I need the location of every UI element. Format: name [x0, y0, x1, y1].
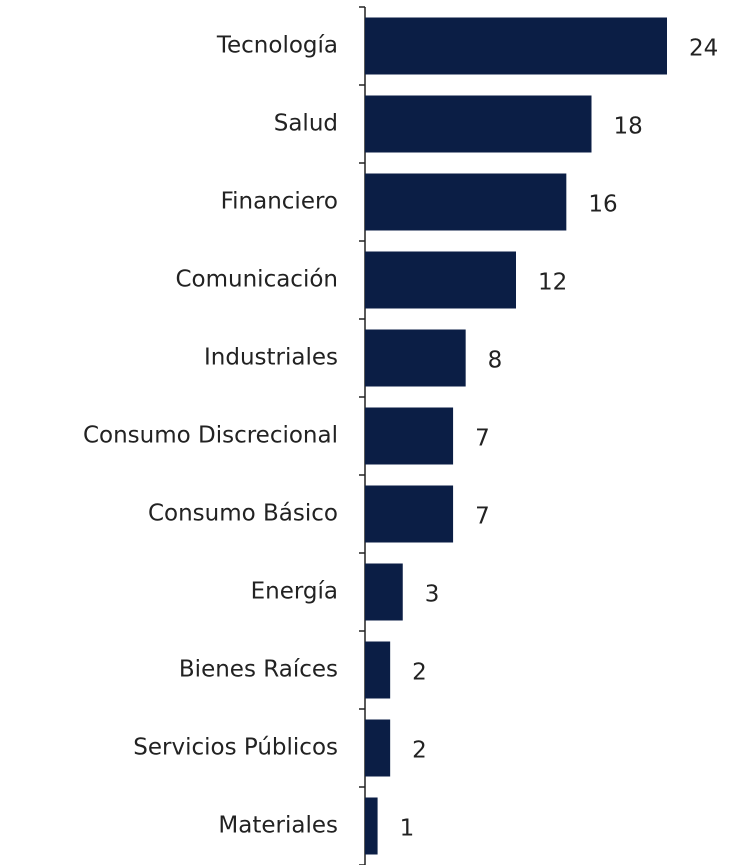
y-tick-label: Financiero [221, 189, 338, 215]
y-tick-label: Energía [251, 579, 338, 605]
y-tick-label: Consumo Discrecional [83, 423, 338, 449]
value-label: 2 [412, 660, 427, 686]
bar [365, 641, 391, 699]
y-tick-label: Materiales [218, 813, 338, 839]
y-tick-label: Salud [274, 111, 338, 137]
bar [365, 17, 667, 75]
bar [365, 251, 516, 309]
y-tick-label: Tecnología [216, 33, 338, 59]
value-label: 3 [425, 582, 440, 608]
bar [365, 563, 403, 621]
y-tick-label: Consumo Básico [148, 501, 338, 527]
bar [365, 485, 454, 543]
value-label: 2 [412, 738, 427, 764]
bar [365, 797, 378, 855]
bar [365, 173, 567, 231]
bar [365, 329, 466, 387]
value-label: 24 [689, 36, 718, 62]
y-tick-label: Comunicación [175, 267, 338, 293]
y-tick-label: Bienes Raíces [179, 657, 338, 683]
value-label: 16 [588, 192, 617, 218]
bar [365, 407, 454, 465]
value-label: 1 [400, 816, 415, 842]
value-label: 8 [488, 348, 503, 374]
value-label: 7 [475, 426, 490, 452]
bar [365, 719, 391, 777]
value-label: 18 [614, 114, 643, 140]
y-tick-label: Servicios Públicos [133, 735, 338, 761]
value-label: 12 [538, 270, 567, 296]
value-label: 7 [475, 504, 490, 530]
bar [365, 95, 592, 153]
y-tick-label: Industriales [204, 345, 338, 371]
